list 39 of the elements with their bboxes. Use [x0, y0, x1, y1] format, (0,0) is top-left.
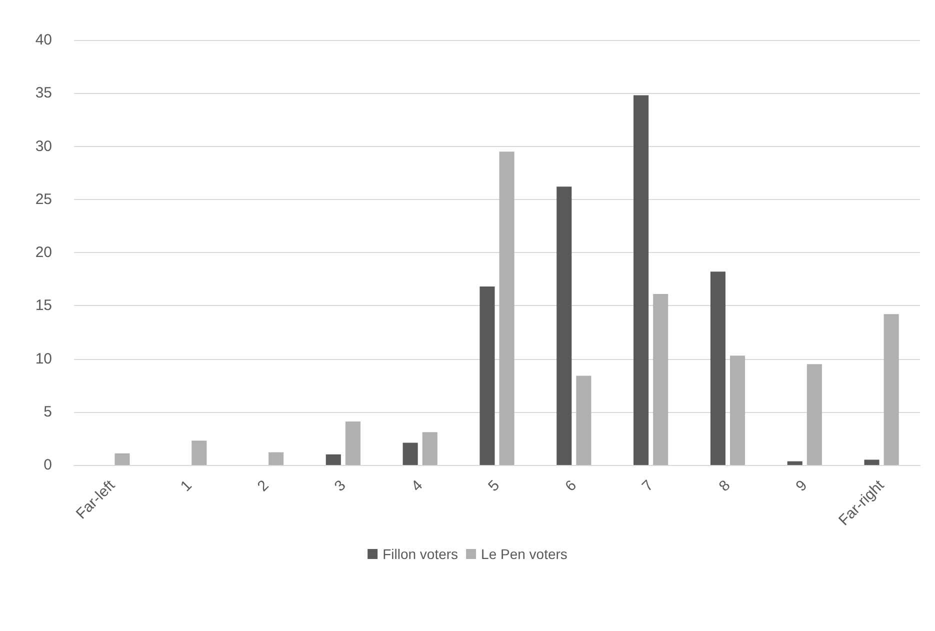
y-tick-label: 25	[35, 190, 52, 208]
y-tick-label: 0	[44, 456, 52, 474]
bar	[268, 452, 284, 465]
x-tick-label: 3	[331, 476, 350, 495]
y-tick-label: 40	[35, 32, 52, 48]
bar	[710, 272, 726, 465]
bar	[653, 294, 668, 465]
x-tick-label: 7	[638, 476, 657, 495]
y-tick-label: 20	[35, 244, 52, 261]
bar	[345, 421, 360, 465]
y-tick-label: 30	[35, 138, 52, 155]
x-tick-label: 8	[716, 476, 734, 495]
bar	[114, 453, 130, 465]
bar	[326, 454, 341, 465]
bar	[576, 376, 592, 465]
y-tick-label: 35	[35, 84, 52, 102]
bar	[499, 152, 514, 465]
y-tick-label: 5	[44, 403, 52, 420]
bar	[402, 442, 418, 465]
x-tick-label: 4	[408, 476, 426, 495]
x-tick-label: 5	[485, 476, 504, 495]
bar	[422, 432, 438, 465]
legend-label: Fillon voters	[382, 546, 458, 562]
bar	[806, 364, 822, 465]
x-tick-label: 9	[792, 476, 811, 495]
bar	[192, 440, 207, 465]
y-tick-label: 10	[35, 350, 52, 368]
bar	[480, 286, 495, 465]
bar	[730, 356, 746, 465]
x-tick-label: 1	[177, 476, 196, 495]
x-tick-label: 2	[254, 476, 272, 495]
x-tick-label: 6	[562, 476, 580, 495]
legend-label: Le Pen voters	[481, 546, 568, 562]
bar	[634, 95, 649, 465]
y-tick-label: 15	[35, 297, 52, 314]
bar	[556, 186, 572, 465]
bar	[884, 314, 899, 465]
bar	[787, 461, 802, 465]
bar	[864, 460, 880, 465]
